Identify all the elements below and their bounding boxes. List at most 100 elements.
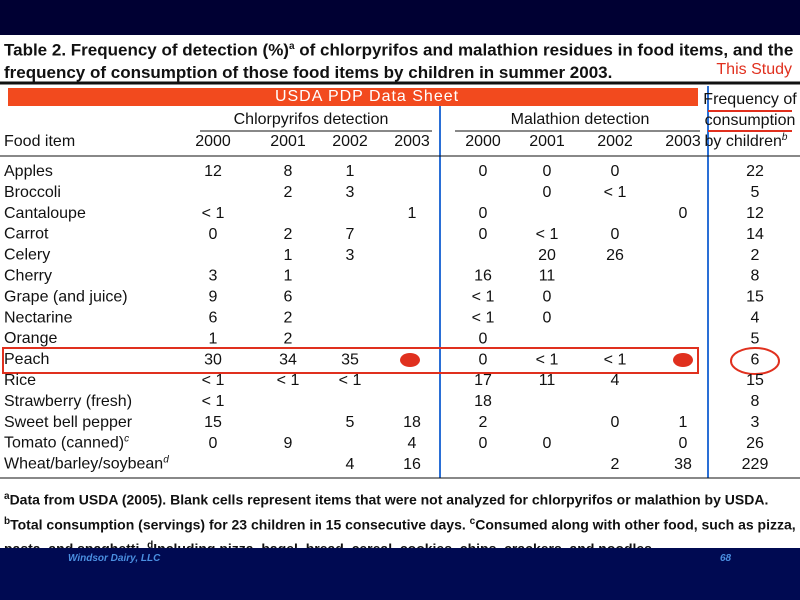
- table-label: Table 2.: [4, 40, 67, 60]
- year-header: 2000: [465, 133, 501, 150]
- title-sup: a: [288, 41, 295, 52]
- food-item: Broccoli: [4, 184, 61, 201]
- group-header: Chlorpyrifos detection: [234, 111, 389, 128]
- cell: 0: [209, 435, 218, 452]
- cell: 0: [479, 205, 488, 222]
- cell: 0: [611, 414, 620, 431]
- cell: 34: [279, 351, 297, 368]
- cell: 15: [204, 414, 222, 431]
- food-name: Wheat/barley/soybean: [4, 456, 163, 473]
- food-name: Peach: [4, 351, 49, 368]
- cell: < 1: [472, 289, 495, 306]
- cell: 4: [611, 372, 620, 389]
- food-item: Sweet bell pepper: [4, 414, 133, 431]
- cell: 12: [204, 163, 222, 180]
- food-item: Carrot: [4, 226, 49, 243]
- cell: 17: [474, 372, 492, 389]
- cell: 6: [284, 289, 293, 306]
- footnote-text: Total consumption (servings) for 23 chil…: [10, 516, 466, 533]
- cell: 0: [209, 226, 218, 243]
- cell: 2: [284, 226, 293, 243]
- footnote-text: Data from USDA (2005). Blank cells repre…: [9, 491, 769, 508]
- cell: 0: [543, 163, 552, 180]
- highlight: [2, 347, 699, 374]
- food-name: Grape (and juice): [4, 289, 128, 306]
- cell: 18: [474, 393, 492, 410]
- cell: 0: [679, 205, 688, 222]
- cell: 0: [543, 184, 552, 201]
- cell: 0: [679, 435, 688, 452]
- column-header: consumption: [705, 112, 796, 129]
- cell: 38: [674, 456, 692, 473]
- food-name: Cherry: [4, 268, 52, 285]
- cell: 30: [204, 351, 222, 368]
- cell: < 1: [277, 372, 300, 389]
- cell: 0: [611, 226, 620, 243]
- year-header: 2001: [270, 133, 306, 150]
- cell: < 1: [472, 310, 495, 327]
- food-name: Tomato (canned): [4, 435, 124, 452]
- cell: 3: [209, 268, 218, 285]
- food-name: Nectarine: [4, 310, 73, 327]
- cell: 8: [751, 393, 760, 410]
- food-item: Grape (and juice): [4, 289, 128, 306]
- marker: [400, 353, 420, 367]
- cell: < 1: [339, 372, 362, 389]
- cell: 4: [346, 456, 355, 473]
- cell: 0: [479, 351, 488, 368]
- cell: 9: [284, 435, 293, 452]
- cell: 6: [751, 351, 760, 368]
- cell: 22: [746, 163, 764, 180]
- cell: 6: [209, 310, 218, 327]
- header-text: by children: [705, 133, 782, 150]
- cell: < 1: [536, 351, 559, 368]
- cell: 2: [611, 456, 620, 473]
- cell: < 1: [536, 226, 559, 243]
- footer-page: 68: [720, 553, 732, 564]
- cell: 0: [479, 435, 488, 452]
- banner: [8, 88, 698, 106]
- column-header: Food item: [4, 133, 75, 150]
- food-item: Celery: [4, 247, 50, 264]
- cell: 4: [408, 435, 417, 452]
- group-header: Malathion detection: [511, 111, 650, 128]
- food-item: Orange: [4, 330, 57, 347]
- banner-text: USDA PDP Data Sheet: [275, 88, 459, 105]
- food-name: Celery: [4, 247, 50, 264]
- cell: 1: [679, 414, 688, 431]
- cell: 5: [346, 414, 355, 431]
- column-header: Frequency of: [703, 91, 797, 108]
- food-name: Orange: [4, 330, 57, 347]
- footnote-marker: d: [147, 540, 154, 552]
- cell: 1: [408, 205, 417, 222]
- cell: 1: [284, 268, 293, 285]
- cell: 0: [479, 330, 488, 347]
- cell: 1: [346, 163, 355, 180]
- cell: 0: [543, 310, 552, 327]
- food-name: Strawberry (fresh): [4, 393, 132, 410]
- food-item: Wheat/barley/soybeand: [4, 454, 169, 473]
- cell: 2: [479, 414, 488, 431]
- cell: 15: [746, 372, 764, 389]
- food-item: Peach: [4, 351, 49, 368]
- cell: 8: [751, 268, 760, 285]
- header-sup: b: [782, 132, 788, 143]
- marker: [673, 353, 693, 367]
- year-header: 2002: [597, 133, 633, 150]
- cell: < 1: [604, 351, 627, 368]
- cell: 26: [606, 247, 624, 264]
- cell: 7: [346, 226, 355, 243]
- food-item: Rice: [4, 372, 36, 389]
- cell: < 1: [202, 393, 225, 410]
- this-study: This Study: [716, 61, 792, 78]
- cell: 8: [284, 163, 293, 180]
- year-header: 2001: [529, 133, 565, 150]
- cell: 2: [284, 310, 293, 327]
- cell: 2: [284, 184, 293, 201]
- cell: 1: [284, 247, 293, 264]
- cell: 3: [751, 414, 760, 431]
- year-header: 2000: [195, 133, 231, 150]
- food-name: Carrot: [4, 226, 49, 243]
- footnote-marker: a: [4, 491, 10, 502]
